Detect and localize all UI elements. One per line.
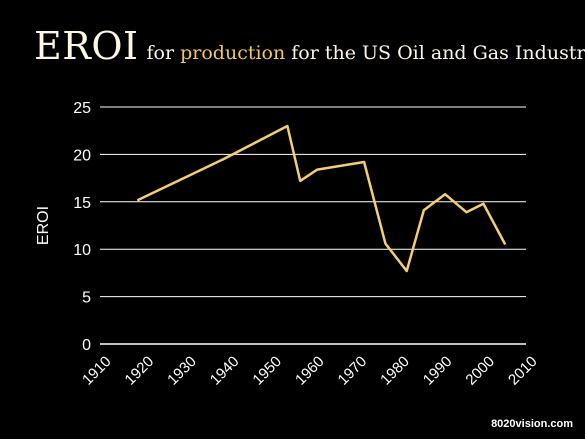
x-tick-label: 1950 [249,353,285,389]
y-axis-label: EROI [35,206,52,245]
y-tick-label: 25 [73,100,91,117]
title-highlight: production [180,42,286,64]
x-tick-label: 1930 [164,353,200,389]
x-tick-label: 2000 [462,353,498,389]
y-tick-label: 15 [73,195,91,212]
series-line [137,124,506,273]
x-tick-label: 1980 [377,353,413,389]
title-main: EROI [34,24,139,68]
y-tick-label: 20 [73,147,91,164]
x-tick-label: 2010 [505,353,541,389]
chart-title: EROI for production for the US Oil and Ga… [34,24,585,68]
y-tick-label: 10 [73,242,91,259]
y-tick-label: 0 [82,337,91,354]
x-tick-label: 1920 [122,353,158,389]
watermark: 8020vision.com [491,418,573,430]
x-tick-label: 1970 [335,353,371,389]
x-tick-label: 1990 [420,353,456,389]
title-post: for the US Oil and Gas Industry [285,42,585,64]
x-tick-label: 1960 [292,353,328,389]
x-tick-label: 1910 [79,353,115,389]
y-tick-label: 5 [82,290,91,307]
title-subtitle: for production for the US Oil and Gas In… [147,42,585,64]
title-pre: for [146,42,181,64]
x-tick-label: 1940 [207,353,243,389]
